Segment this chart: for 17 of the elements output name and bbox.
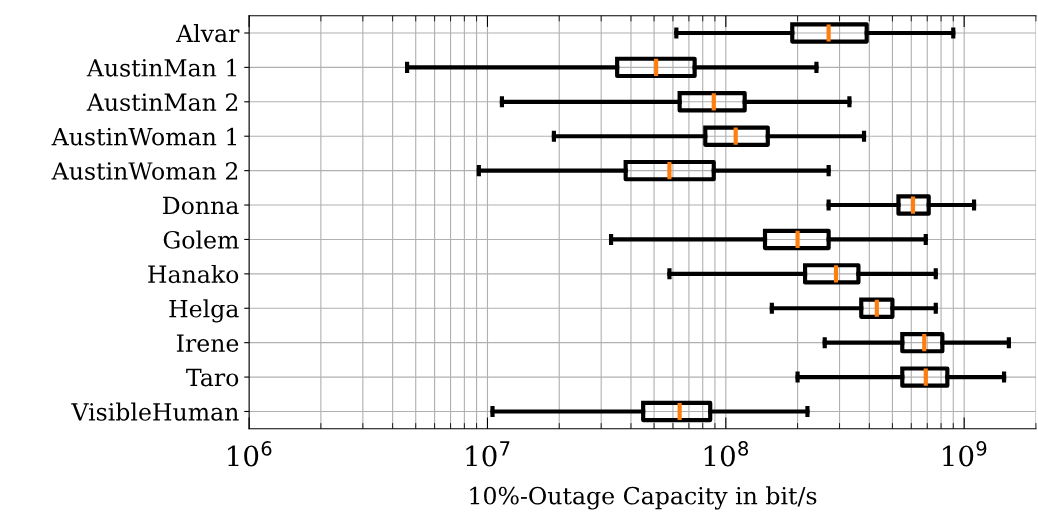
y-tick-label: Hanako [148,264,239,284]
y-tick-label: Helga [169,299,239,323]
y-tick-label: VisibleHuman [71,402,239,421]
y-tick-label: AustinMan 2 [86,93,238,112]
y-tick-label: AustinWoman 2 [51,162,238,180]
y-tick-label: AustinWoman 1 [51,127,237,146]
x-tick-label: 10$^{7}$ [466,441,510,467]
y-tick-label: Golem [163,230,239,249]
x-tick-label: 10$^{8}$ [704,441,749,467]
y-tick-label: Alvar [175,24,240,43]
x-tick-label: 10$^{6}$ [228,441,272,467]
y-tick-label: Irene [176,334,239,352]
x-axis-title: 10%-Outage Capacity in bit/s [470,486,817,510]
x-tick-label: 10$^{9}$ [943,441,987,467]
y-tick-label: Donna [163,196,239,215]
y-tick-label: AustinMan 1 [86,58,237,77]
y-tick-label: Taro [186,368,239,387]
